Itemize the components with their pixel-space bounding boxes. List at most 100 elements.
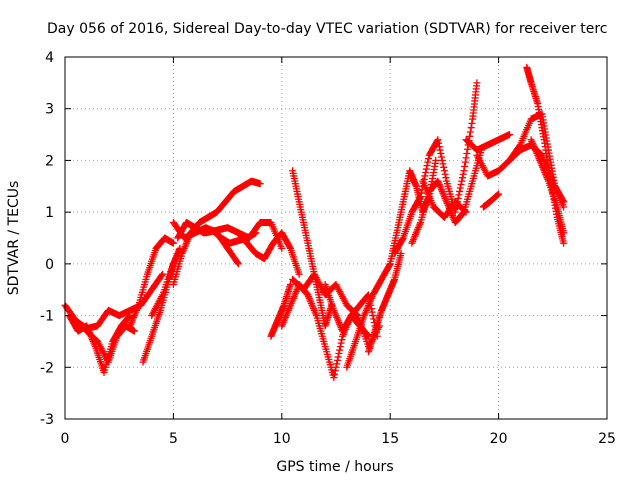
data-point: [458, 177, 466, 185]
data-point: [473, 79, 481, 87]
data-point: [335, 349, 343, 357]
y-tick-label: -3: [40, 412, 54, 428]
data-point: [336, 346, 344, 354]
x-tick-label: 10: [273, 431, 291, 447]
data-point: [333, 360, 341, 368]
y-tick-label: -2: [40, 360, 54, 376]
data-point: [423, 162, 431, 170]
data-point: [330, 374, 338, 382]
series-arc-22: [419, 177, 470, 221]
data-point: [278, 244, 286, 252]
x-tick-labels: 0 5 10 15 20 25: [61, 431, 616, 447]
data-point: [495, 190, 503, 198]
data-point: [438, 156, 446, 164]
series-arc-25: [479, 190, 503, 211]
data-point: [286, 243, 294, 251]
data-point: [466, 128, 474, 136]
data-point: [398, 235, 406, 243]
data-point: [459, 170, 467, 178]
data-point: [422, 165, 430, 173]
data-point: [338, 336, 346, 344]
y-tick-label: 4: [45, 50, 54, 66]
series-arc-13: [289, 167, 336, 330]
data-point: [130, 327, 138, 335]
y-tick-label: 1: [45, 205, 54, 221]
data-point: [368, 308, 376, 316]
data-point: [468, 119, 476, 127]
data-point: [560, 239, 568, 247]
data-point: [466, 132, 474, 140]
data-point: [416, 194, 424, 202]
chart-title: Day 056 of 2016, Sidereal Day-to-day VTE…: [47, 21, 607, 37]
data-point: [331, 367, 339, 375]
y-tick-label: 0: [45, 257, 54, 273]
data-point: [455, 191, 463, 199]
data-point: [462, 208, 470, 216]
data-point: [169, 239, 177, 247]
data-point: [234, 259, 242, 267]
data-point: [417, 193, 425, 201]
series-arc-28: [527, 136, 568, 237]
data-point: [505, 131, 513, 139]
y-tick-label: -1: [40, 309, 54, 325]
series-arc-26: [505, 110, 568, 206]
x-tick-label: 25: [598, 431, 616, 447]
data-point: [422, 168, 430, 176]
data-point: [456, 187, 464, 195]
series-arc-4: [126, 234, 177, 330]
data-point: [432, 156, 440, 164]
series-arc-20: [391, 79, 481, 258]
data-point: [438, 153, 446, 161]
x-tick-label: 20: [490, 431, 508, 447]
data-point: [462, 154, 470, 162]
data-point: [437, 150, 445, 158]
series-arc-12: [267, 281, 294, 340]
data-point: [461, 162, 469, 170]
data-point: [435, 143, 443, 151]
data-point: [417, 189, 425, 197]
data-point: [560, 229, 568, 237]
data-point: [559, 197, 567, 205]
data-point: [456, 184, 464, 192]
y-tick-labels: -3 -2 -1 0 1 2 3 4: [40, 50, 54, 428]
data-point: [440, 167, 448, 175]
data-point: [464, 145, 472, 153]
data-point: [458, 174, 466, 182]
data-point: [334, 353, 342, 361]
data-point: [440, 163, 448, 171]
data-point: [158, 271, 166, 279]
data-point: [286, 281, 294, 289]
data-point: [461, 207, 469, 215]
data-point: [333, 356, 341, 364]
data-point: [424, 158, 432, 166]
data-point: [295, 270, 303, 278]
data-points: [61, 63, 568, 382]
series-arc-7: [169, 177, 264, 289]
series-arc-11: [234, 229, 303, 278]
data-point: [461, 158, 469, 166]
data-point: [434, 136, 442, 144]
x-tick-label: 5: [169, 431, 178, 447]
data-point: [457, 181, 465, 189]
data-point: [460, 167, 468, 175]
data-point: [436, 146, 444, 154]
data-point: [331, 370, 339, 378]
data-point: [159, 270, 167, 278]
data-point: [234, 260, 242, 268]
y-tick-label: 3: [45, 102, 54, 118]
series-arc-23: [462, 131, 513, 154]
data-point: [385, 261, 393, 269]
x-axis-label: GPS time / hours: [276, 459, 393, 475]
x-tick-label: 15: [381, 431, 399, 447]
x-tick-label: 0: [61, 431, 70, 447]
data-point: [467, 124, 475, 132]
data-point: [369, 312, 377, 320]
plot-frame: [64, 56, 608, 420]
data-point: [463, 150, 471, 158]
tick-marks: [64, 56, 608, 420]
y-axis-label: SDTVAR / TECUs: [6, 181, 22, 296]
data-point: [256, 180, 264, 188]
y-tick-label: 2: [45, 153, 54, 169]
data-point: [421, 172, 429, 180]
